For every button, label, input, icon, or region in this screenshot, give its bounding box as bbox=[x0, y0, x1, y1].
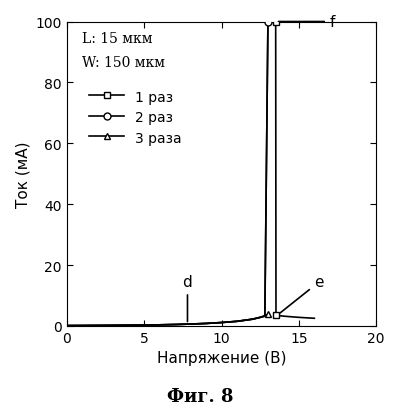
Text: Фиг. 8: Фиг. 8 bbox=[167, 387, 233, 405]
Text: f: f bbox=[278, 15, 335, 30]
X-axis label: Напряжение (В): Напряжение (В) bbox=[157, 351, 286, 365]
Text: e: e bbox=[279, 275, 324, 314]
Text: L: 15 мкм: L: 15 мкм bbox=[82, 31, 153, 45]
Text: W: 150 мкм: W: 150 мкм bbox=[82, 56, 165, 70]
Y-axis label: Ток (мА): Ток (мА) bbox=[15, 141, 30, 207]
Text: d: d bbox=[183, 275, 192, 322]
Legend: 1 раз, 2 раз, 3 раза: 1 раз, 2 раз, 3 раза bbox=[89, 90, 182, 146]
